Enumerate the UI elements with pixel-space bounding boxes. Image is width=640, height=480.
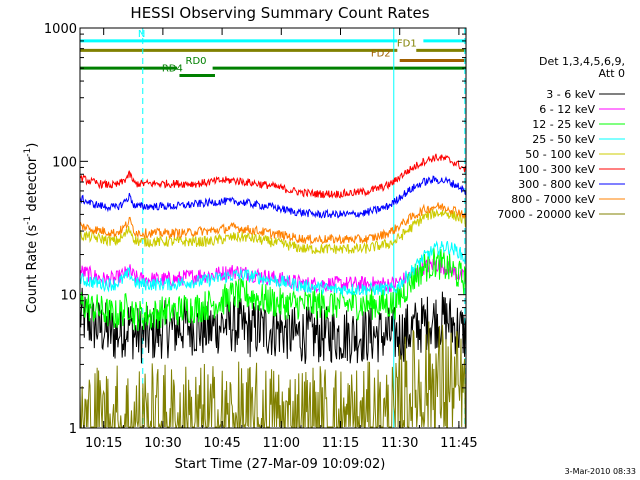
x-axis-label: Start Time (27-Mar-09 10:09:02) <box>175 457 386 472</box>
x-tick-label-6: 11:45 <box>440 436 477 451</box>
legend-entry-2: 12 - 25 keV <box>532 118 595 131</box>
flag-label-rd0: RD0 <box>186 56 207 67</box>
legend-entry-6: 300 - 800 keV <box>518 178 595 191</box>
y-label-superscript: -1 <box>23 148 33 157</box>
legend-entry-4: 50 - 100 keV <box>525 148 595 161</box>
x-tick-label-0: 10:15 <box>85 436 122 451</box>
y-tick-label-2: 100 <box>52 155 77 170</box>
legend-entry-7: 800 - 7000 keV <box>511 193 595 206</box>
flag-label-fd1: FD1 <box>397 38 417 49</box>
flag-label-rd4: RD4 <box>162 64 183 75</box>
x-axis-ticks: 10:15 10:30 10:45 11:00 11:15 11:30 11:45 <box>83 28 478 451</box>
series-line-2 <box>79 247 467 332</box>
footer-timestamp: 3-Mar-2010 08:33 <box>565 467 636 476</box>
y-label-part: ) <box>25 143 40 148</box>
legend-entry-5: 100 - 300 keV <box>518 163 595 176</box>
y-tick-label-1: 10 <box>60 289 77 304</box>
legend-entry-3: 25 - 50 keV <box>532 133 595 146</box>
x-tick-label-5: 11:30 <box>381 436 418 451</box>
series-line-8 <box>79 321 467 429</box>
x-tick-label-2: 10:45 <box>203 436 240 451</box>
y-label-part: detector <box>25 156 40 216</box>
plot-frame <box>79 27 467 429</box>
legend-title-line-0: Det 1,3,4,5,6,9, <box>539 55 625 68</box>
legend-entry-1: 6 - 12 keV <box>539 103 595 116</box>
series-line-6 <box>79 175 467 219</box>
series-line-5 <box>79 153 467 199</box>
series-line-3 <box>79 240 467 296</box>
y-axis-label: Count Rate (s-1 detector-1) <box>23 143 40 314</box>
y-label-part: Count Rate (s <box>25 225 40 314</box>
flag-label-fd2: FD2 <box>371 49 391 60</box>
legend-entry-0: 3 - 6 keV <box>546 88 595 101</box>
x-tick-label-4: 11:15 <box>322 436 359 451</box>
flag-label-n: N <box>138 29 145 40</box>
legend-title-line-1: Att 0 <box>599 67 625 80</box>
legend: Det 1,3,4,5,6,9,Att 0 3 - 6 keV 6 - 12 keV… <box>497 55 625 221</box>
x-tick-label-1: 10:30 <box>144 436 181 451</box>
y-label-superscript: -1 <box>23 216 33 225</box>
series-line-7 <box>79 202 467 246</box>
y-tick-label-3: 1000 <box>44 22 77 37</box>
x-tick-label-3: 11:00 <box>263 436 300 451</box>
legend-entry-8: 7000 - 20000 keV <box>497 208 595 221</box>
y-tick-label-0: 1 <box>69 422 77 437</box>
chart-title: HESSI Observing Summary Count Rates <box>130 4 429 22</box>
count-rate-series <box>79 153 467 429</box>
y-axis-ticks: 1 10 100 1000 <box>44 22 466 437</box>
